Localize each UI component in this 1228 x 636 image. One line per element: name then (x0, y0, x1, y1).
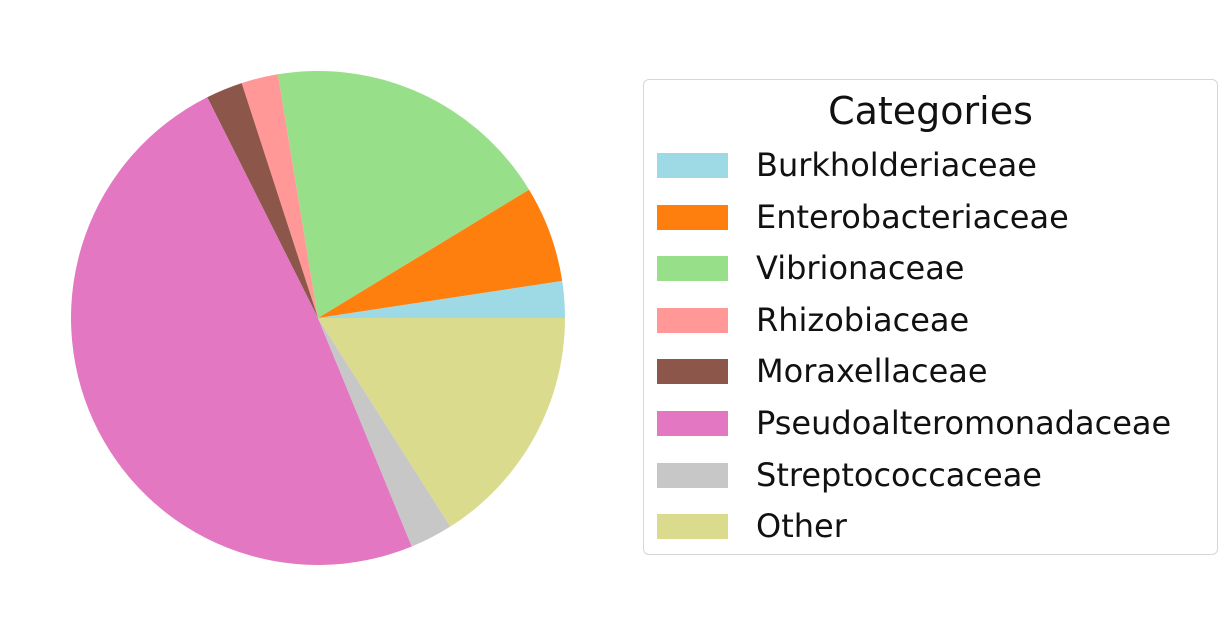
legend-item: Burkholderiaceae (657, 143, 1212, 195)
legend-item: Streptococcaceae (657, 453, 1212, 505)
legend-item: Rhizobiaceae (657, 298, 1212, 350)
legend-item: Moraxellaceae (657, 349, 1212, 401)
legend-swatch (657, 462, 728, 488)
legend-swatch (657, 359, 728, 385)
legend-item: Enterobacteriaceae (657, 195, 1212, 247)
legend-swatch (657, 204, 728, 230)
pie-slice-burkholderiaceae (318, 280, 565, 318)
legend-label: Enterobacteriaceae (756, 197, 1069, 236)
pie-slices (71, 71, 565, 565)
legend: Categories Burkholderiaceae Enterobacteri… (643, 79, 1218, 555)
pie-slice-other (318, 318, 565, 527)
pie-slice-moraxellaceae (207, 83, 318, 318)
pie-slice-pseudoalteromonadaceae (71, 97, 412, 565)
legend-swatch (657, 256, 728, 282)
legend-label: Burkholderiaceae (756, 146, 1037, 184)
legend-swatch (657, 514, 728, 540)
pie-slice-rhizobiaceae (241, 74, 318, 318)
legend-label: Vibrionaceae (756, 249, 965, 288)
pie-slice-enterobacteriaceae (318, 189, 563, 318)
legend-label: Moraxellaceae (756, 352, 988, 391)
legend-swatch (657, 153, 728, 178)
legend-title: Categories (828, 89, 1033, 133)
legend-item: Pseudoalteromonadaceae (657, 401, 1212, 453)
legend-label: Pseudoalteromonadaceae (756, 403, 1172, 442)
pie-slice-streptococcaceae (318, 318, 451, 547)
legend-entries: Burkholderiaceae Enterobacteriaceae Vibrio… (657, 143, 1212, 556)
legend-label: Streptococcaceae (756, 455, 1042, 494)
legend-item: Other (657, 504, 1212, 556)
legend-label: Rhizobiaceae (756, 300, 970, 339)
legend-swatch (657, 307, 728, 333)
legend-item: Vibrionaceae (657, 246, 1212, 298)
legend-label: Other (756, 507, 847, 546)
legend-swatch (657, 410, 728, 436)
pie-slice-vibrionaceae (277, 71, 530, 318)
